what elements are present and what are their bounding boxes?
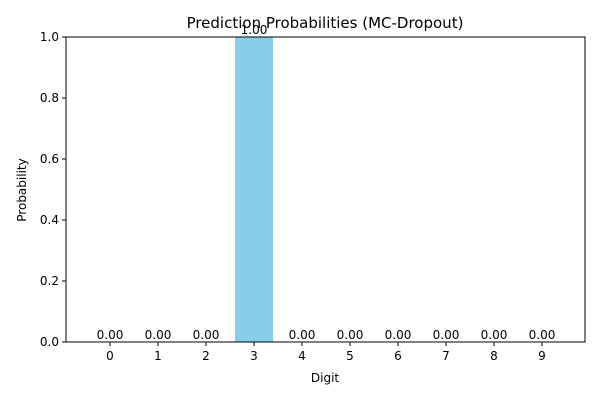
bar-value-label: 0.00 [193, 328, 220, 342]
bar-value-label: 0.00 [529, 328, 556, 342]
bar-value-label: 0.00 [481, 328, 508, 342]
bar-value-label: 0.00 [433, 328, 460, 342]
data-labels-layer: 0.00 0.00 0.00 1.00 0.00 0.00 0.00 0.00 0.00 0.00 [97, 23, 556, 342]
x-tick-label: 3 [250, 349, 258, 363]
y-tick-label: 0.2 [40, 274, 59, 288]
chart-title: Prediction Probabilities (MC-Dropout) [187, 14, 464, 32]
x-tick-label: 9 [538, 349, 546, 363]
y-tick-label: 0.4 [40, 213, 59, 227]
y-axis-ticks: 0.0 0.2 0.4 0.6 0.8 1.0 [40, 30, 66, 349]
x-tick-label: 7 [442, 349, 450, 363]
plot-frame [65, 36, 586, 343]
x-tick-label: 8 [490, 349, 498, 363]
bar-value-label: 0.00 [145, 328, 172, 342]
x-tick-label: 4 [298, 349, 306, 363]
bar-value-label: 1.00 [241, 23, 268, 37]
y-tick-label: 0.6 [40, 152, 59, 166]
y-tick-label: 0.0 [40, 335, 59, 349]
y-tick-label: 0.8 [40, 91, 59, 105]
x-axis-ticks: 0 1 2 3 4 5 6 7 8 9 [106, 342, 546, 363]
x-axis-label: Digit [311, 371, 340, 385]
x-tick-label: 2 [202, 349, 210, 363]
bar-value-label: 0.00 [337, 328, 364, 342]
y-tick-label: 1.0 [40, 30, 59, 44]
bar-digit-3 [235, 37, 273, 342]
bars-layer [235, 37, 273, 342]
x-tick-label: 1 [154, 349, 162, 363]
bar-value-label: 0.00 [97, 328, 124, 342]
x-tick-label: 6 [394, 349, 402, 363]
bar-value-label: 0.00 [289, 328, 316, 342]
x-tick-label: 5 [346, 349, 354, 363]
x-tick-label: 0 [106, 349, 114, 363]
bar-value-label: 0.00 [385, 328, 412, 342]
y-axis-label: Probability [15, 158, 29, 221]
